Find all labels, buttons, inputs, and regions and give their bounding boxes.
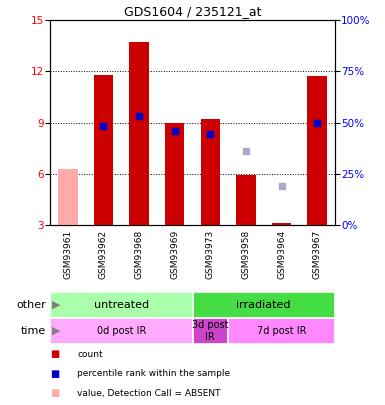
Text: 0d post IR: 0d post IR (97, 326, 146, 336)
Text: untreated: untreated (94, 300, 149, 310)
Bar (58, 168, 78, 225)
Text: irradiated: irradiated (236, 300, 291, 310)
Text: GSM93962: GSM93962 (99, 230, 108, 279)
Point (243, 148, 249, 155)
Text: value, Detection Call = ABSENT: value, Detection Call = ABSENT (77, 389, 221, 398)
Title: GDS1604 / 235121_at: GDS1604 / 235121_at (124, 5, 261, 18)
Bar (201, 119, 220, 225)
Text: GSM93973: GSM93973 (206, 230, 215, 279)
Text: GSM93968: GSM93968 (135, 230, 144, 279)
Bar (228, 318, 335, 344)
Text: ■: ■ (50, 369, 59, 379)
Bar (236, 175, 256, 225)
Text: ▶: ▶ (52, 300, 60, 310)
Bar (129, 43, 149, 225)
Text: percentile rank within the sample: percentile rank within the sample (77, 369, 230, 378)
Text: GSM93961: GSM93961 (64, 230, 72, 279)
Point (100, 123, 107, 129)
Text: 7d post IR: 7d post IR (257, 326, 306, 336)
Text: count: count (77, 350, 103, 359)
Point (278, 182, 285, 189)
Bar (50, 292, 192, 318)
Text: time: time (21, 326, 46, 336)
Text: GSM93958: GSM93958 (241, 230, 250, 279)
Point (207, 131, 213, 138)
Bar (165, 123, 184, 225)
Text: ▶: ▶ (52, 326, 60, 336)
Text: ■: ■ (50, 388, 59, 398)
Bar (307, 77, 327, 225)
Text: GSM93964: GSM93964 (277, 230, 286, 279)
Text: ■: ■ (50, 350, 59, 359)
Point (172, 128, 178, 134)
Text: other: other (17, 300, 46, 310)
Bar (192, 318, 228, 344)
Bar (50, 318, 192, 344)
Text: GSM93967: GSM93967 (313, 230, 321, 279)
Bar (94, 75, 113, 225)
Text: 3d post
IR: 3d post IR (192, 320, 229, 342)
Text: GSM93969: GSM93969 (170, 230, 179, 279)
Bar (192, 292, 335, 318)
Point (136, 113, 142, 119)
Point (314, 119, 320, 126)
Bar (272, 223, 291, 225)
